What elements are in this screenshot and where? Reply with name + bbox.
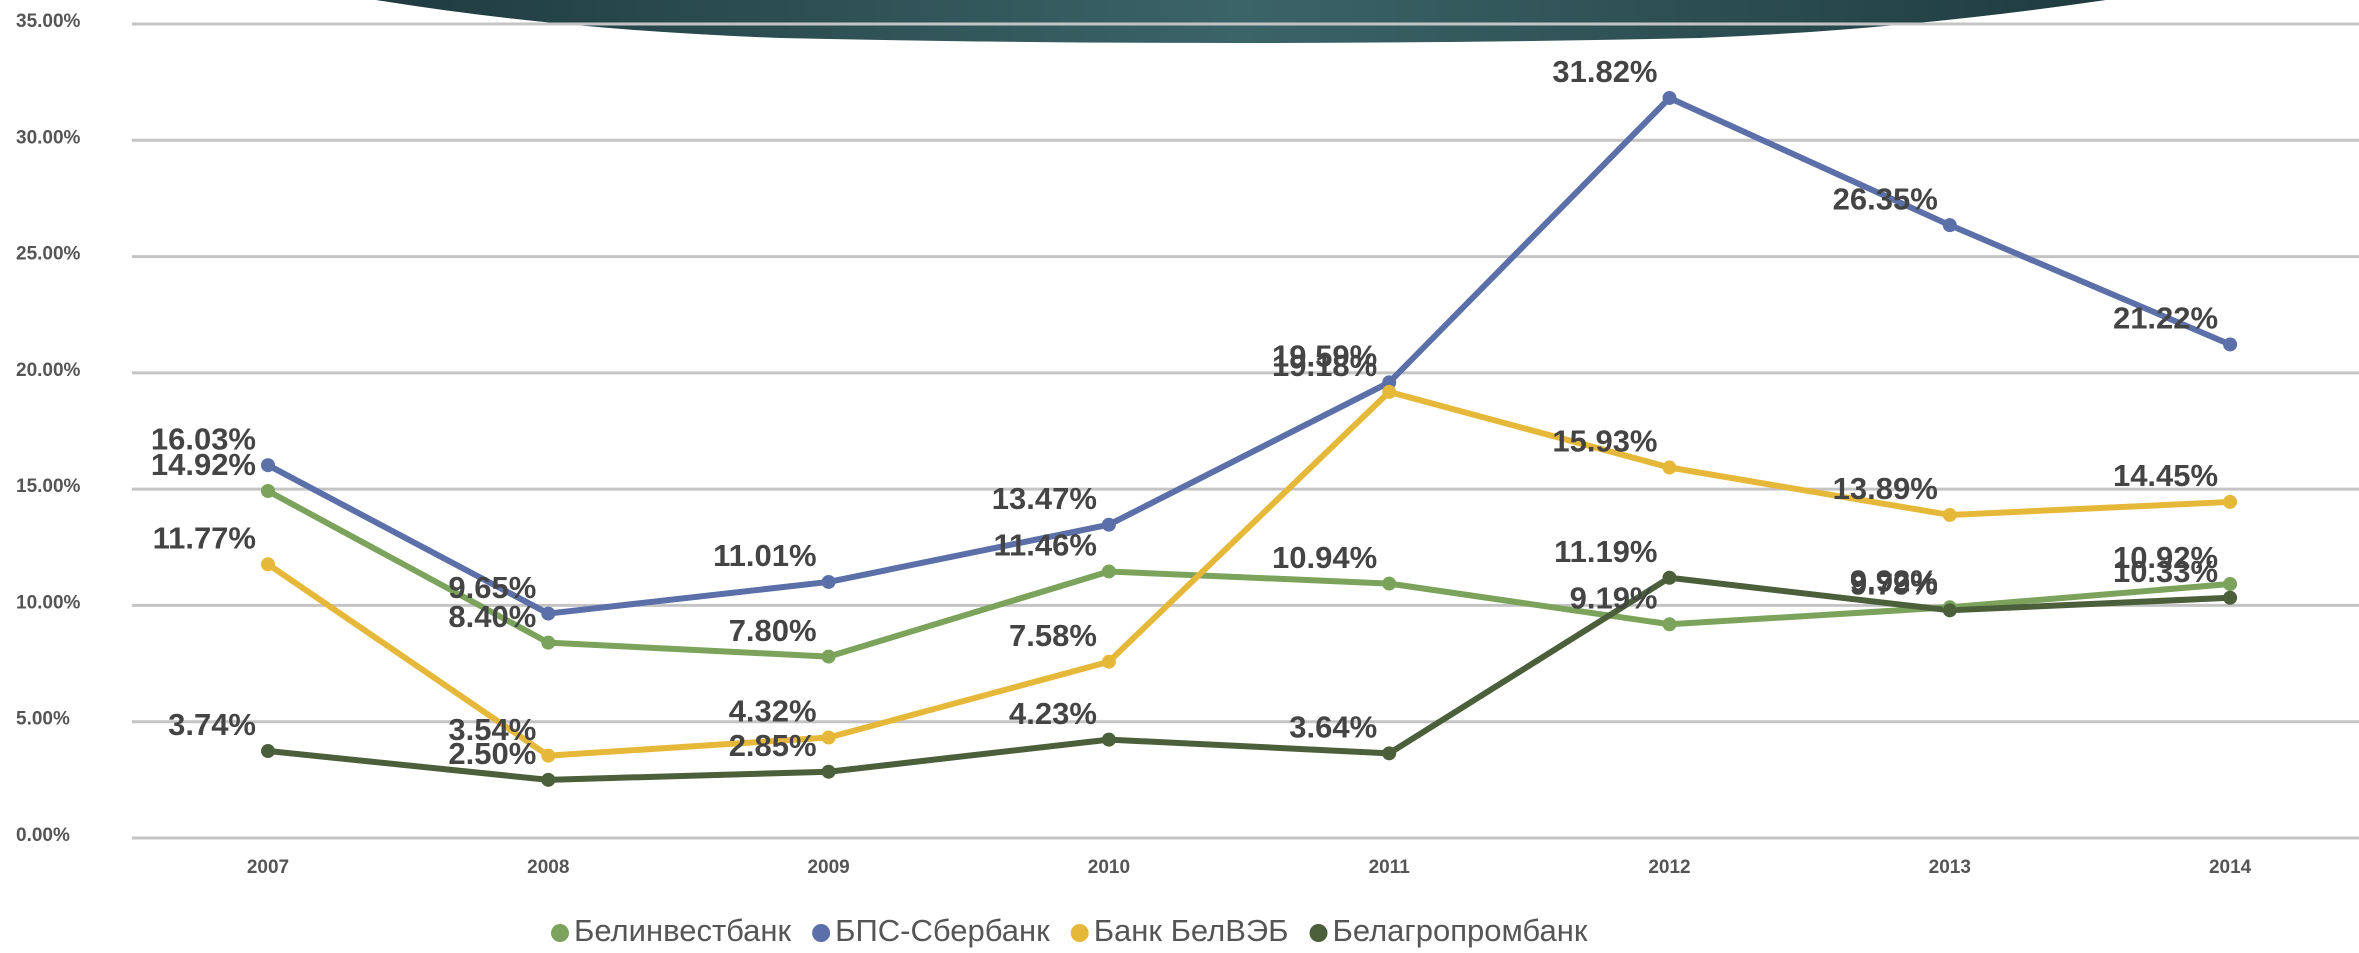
y-tick-label: 20.00%: [16, 360, 81, 381]
data-label: 10.33%: [2113, 554, 2218, 589]
x-tick-label: 2010: [1088, 857, 1130, 878]
x-tick-label: 2012: [1648, 857, 1690, 878]
point: [261, 744, 275, 759]
data-label: 4.32%: [729, 694, 817, 729]
data-label: 26.35%: [1833, 181, 1938, 216]
legend-label: Банк БелВЭБ: [1094, 913, 1289, 948]
legend-marker: [1070, 924, 1089, 942]
point: [1662, 460, 1677, 475]
data-label: 4.23%: [1009, 696, 1097, 731]
point: [1662, 90, 1677, 105]
data-label: 31.82%: [1552, 54, 1657, 89]
point: [1382, 384, 1397, 399]
x-tick-label: 2007: [247, 857, 289, 878]
data-label: 14.92%: [151, 447, 256, 482]
data-label: 21.22%: [2113, 301, 2218, 336]
point: [541, 635, 556, 650]
data-label: 9.79%: [1850, 567, 1938, 602]
point: [1382, 746, 1397, 761]
data-label: 14.45%: [2113, 458, 2218, 493]
legend-label: Белагропромбанк: [1333, 913, 1588, 948]
point: [821, 764, 836, 779]
data-label: 16.03%: [151, 421, 256, 456]
point: [261, 458, 275, 473]
series-line: [266, 94, 2232, 617]
series-line: [267, 574, 2231, 783]
y-tick-label: 35.00%: [16, 11, 81, 32]
y-tick-label: 0.00%: [16, 825, 70, 846]
data-label: 3.54%: [448, 712, 536, 747]
y-tick-label: 25.00%: [16, 244, 81, 265]
point: [541, 748, 556, 763]
point: [2223, 337, 2238, 352]
data-label: 11.19%: [1554, 534, 1657, 569]
x-tick-label: 2014: [2209, 857, 2252, 878]
legend: Белинвестбанк БПС-Сбербанк Банк БелВЭБ Бела…: [551, 913, 1588, 948]
data-label: 7.58%: [1009, 618, 1097, 653]
y-tick-label: 10.00%: [16, 592, 81, 613]
point: [541, 772, 556, 787]
data-label: 15.93%: [1552, 424, 1657, 459]
point: [1942, 507, 1957, 522]
data-label: 10.94%: [1272, 540, 1377, 575]
point: [1662, 570, 1677, 585]
point: [541, 606, 556, 621]
x-tick-label: 2013: [1929, 857, 1971, 878]
data-label: 11.77%: [153, 520, 256, 555]
data-label: 9.65%: [448, 570, 536, 605]
data-label: 11.46%: [993, 528, 1096, 563]
point: [2223, 577, 2238, 592]
legend-marker: [1309, 924, 1328, 942]
point: [1942, 218, 1957, 233]
data-label: 2.50%: [448, 736, 536, 771]
y-tick-label: 5.00%: [16, 709, 70, 730]
data-label: 8.40%: [448, 599, 536, 634]
point: [261, 484, 275, 499]
data-label: 19.59%: [1272, 339, 1377, 374]
data-label: 13.47%: [992, 481, 1097, 516]
series-line: [266, 488, 2231, 660]
y-tick-label: 15.00%: [16, 476, 81, 497]
y-tick-label: 30.00%: [16, 127, 81, 148]
legend-marker: [551, 924, 569, 942]
legend-label: Белинвестбанк: [574, 913, 792, 948]
legend-label: БПС-Сбербанк: [835, 913, 1050, 948]
legend-marker: [812, 924, 831, 942]
point: [2223, 590, 2238, 605]
point: [1101, 654, 1116, 669]
data-label: 9.92%: [1850, 563, 1938, 598]
point: [1101, 732, 1116, 747]
data-label: 9.19%: [1570, 580, 1658, 615]
point: [821, 730, 836, 745]
banner: [376, 0, 2106, 43]
data-label: 10.92%: [2113, 540, 2218, 575]
point: [1101, 517, 1116, 532]
data-label: 7.80%: [729, 613, 817, 648]
point: [261, 557, 275, 572]
point: [2223, 494, 2238, 509]
x-tick-label: 2009: [807, 857, 849, 878]
series-line: [266, 388, 2231, 759]
data-label: 2.85%: [729, 728, 817, 763]
data-label: 11.01%: [713, 538, 816, 573]
x-tick-label: 2008: [527, 857, 569, 878]
data-label: 3.64%: [1289, 710, 1377, 745]
data-label: 13.89%: [1833, 471, 1938, 506]
point: [1101, 564, 1116, 579]
point: [1382, 576, 1397, 591]
point: [1942, 603, 1957, 618]
point: [821, 649, 836, 664]
point: [1662, 617, 1677, 632]
point: [821, 574, 836, 589]
x-tick-label: 2011: [1369, 857, 1411, 878]
data-label: 3.74%: [168, 707, 256, 742]
data-label: 19.18%: [1272, 348, 1377, 383]
